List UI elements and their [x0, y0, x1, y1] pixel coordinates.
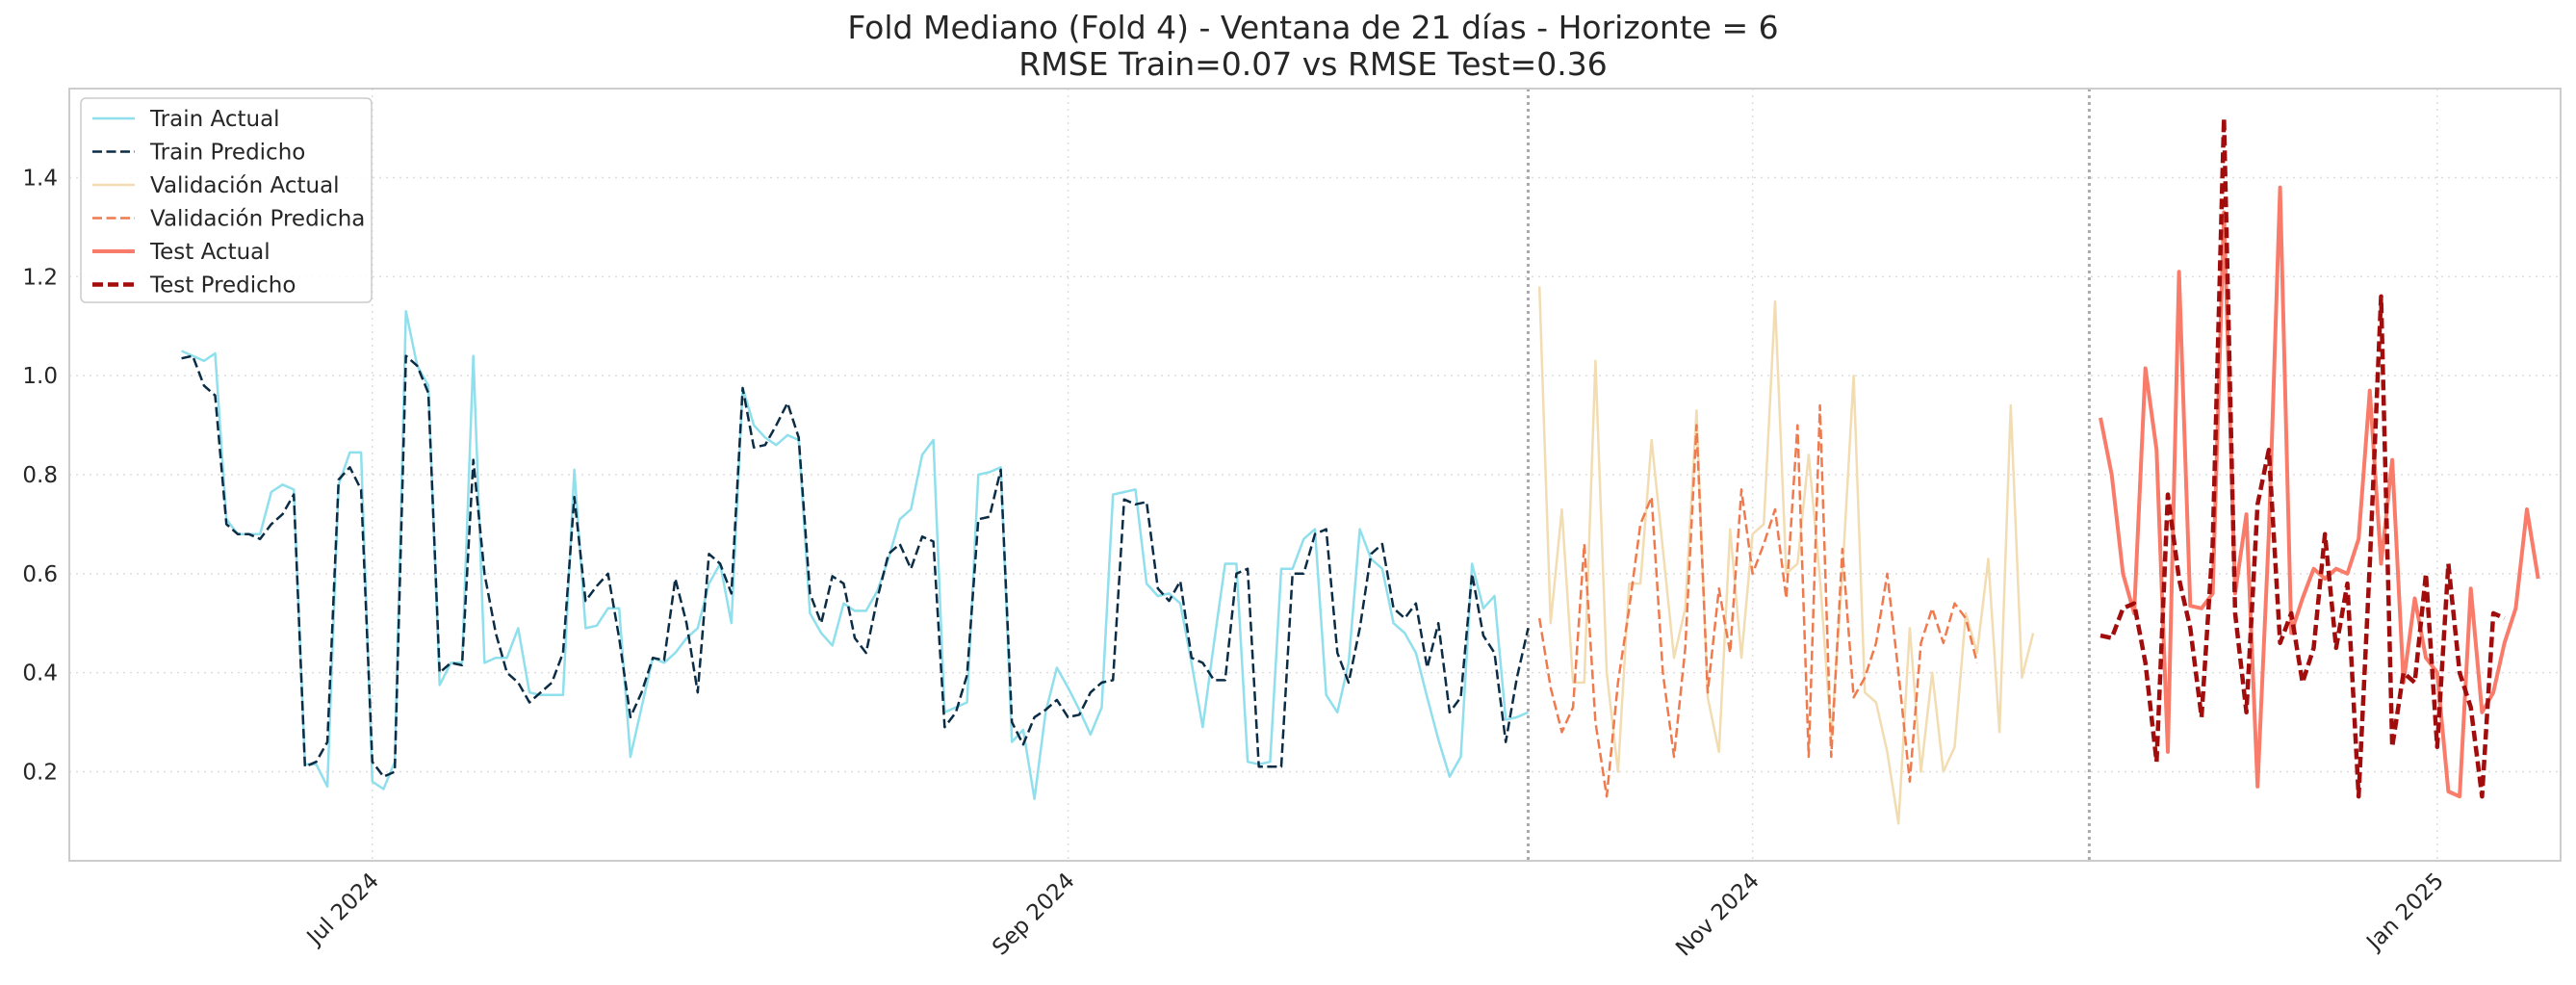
legend-label: Train Predicho — [149, 141, 305, 166]
legend-label: Validación Predicha — [150, 207, 365, 232]
legend: Train Actual Train Predicho Validación Act… — [80, 97, 373, 303]
legend-label: Test Predicho — [149, 273, 296, 298]
y-axis-ticks: 0.2 0.4 0.6 0.8 1.0 1.2 1.4 — [22, 167, 58, 786]
series-line-test-pred — [2099, 116, 2506, 799]
series-line-val-actual — [1537, 286, 2035, 825]
y-tick-label: 0.8 — [22, 463, 58, 488]
legend-label: Train Actual — [149, 107, 280, 132]
y-tick-label: 0.4 — [22, 661, 58, 687]
series-line-val-pred — [1537, 403, 1979, 798]
series-lines — [181, 116, 2540, 825]
plot-frame — [68, 88, 2562, 862]
y-tick-label: 1.2 — [22, 265, 58, 290]
chart-title-line1: Fold Mediano (Fold 4) - Ventana de 21 dí… — [847, 9, 1778, 46]
legend-label: Test Actual — [149, 240, 270, 265]
y-tick-label: 1.4 — [22, 167, 58, 192]
legend-label: Validación Actual — [150, 173, 340, 198]
y-tick-label: 0.6 — [22, 562, 58, 587]
legend-box — [80, 97, 373, 303]
split-lines — [1526, 89, 2091, 861]
series-line-train-pred — [181, 354, 1530, 778]
y-tick-label: 0.2 — [22, 760, 58, 785]
y-tick-label: 1.0 — [22, 364, 58, 389]
series-line-train-actual — [181, 310, 1529, 800]
chart-title-line2: RMSE Train=0.07 vs RMSE Test=0.36 — [1018, 45, 1608, 83]
